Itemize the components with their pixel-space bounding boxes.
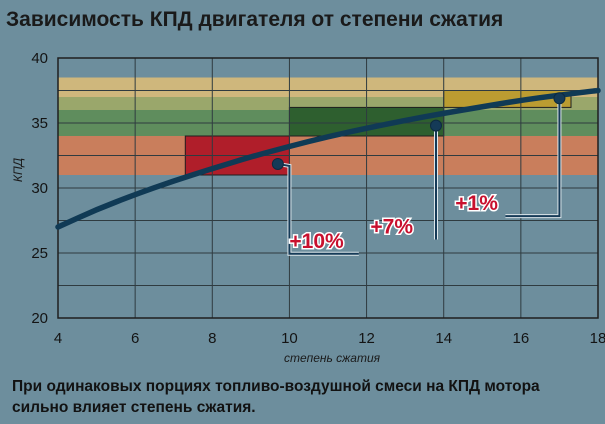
- annotation-label-0: +10%: [289, 230, 344, 253]
- x-tick-label: 12: [358, 330, 375, 347]
- y-tick-label: 20: [31, 310, 48, 327]
- annotation-point-1: [430, 119, 442, 132]
- annotation-label-1: +7%: [370, 216, 413, 239]
- plot-frame: [57, 57, 599, 319]
- annotation-point-2: [553, 92, 566, 105]
- x-tick-label: 14: [435, 330, 452, 347]
- x-axis-label: степень сжатия: [284, 351, 381, 365]
- series: [55, 87, 601, 230]
- x-tick-label: 10: [281, 330, 298, 347]
- chart-title: Зависимость КПД двигателя от степени сжа…: [6, 8, 504, 31]
- title-bar: Зависимость КПД двигателя от степени сжа…: [0, 0, 605, 42]
- y-tick-label: 40: [31, 50, 48, 67]
- y-tick-label: 35: [31, 115, 48, 132]
- annotations: +10% +7% +1%: [271, 92, 566, 256]
- annotation-point-0: [271, 157, 284, 170]
- x-tick-label: 6: [131, 330, 139, 347]
- caption: При одинаковых порциях топливо-воздушной…: [12, 378, 540, 416]
- x-tick-label: 18: [590, 330, 605, 347]
- annotation-label-2: +1%: [455, 192, 498, 215]
- x-tick-label: 4: [54, 330, 62, 347]
- y-tick-label: 30: [31, 180, 48, 197]
- ticks: 4 6 8 10 12 14 16 18 20 25 30 35 40: [31, 50, 605, 347]
- series-line-0: [55, 87, 601, 230]
- y-tick-label: 25: [31, 245, 48, 262]
- x-tick-label: 8: [208, 330, 216, 347]
- x-tick-label: 16: [513, 330, 530, 347]
- y-axis-label: КПД: [11, 157, 25, 182]
